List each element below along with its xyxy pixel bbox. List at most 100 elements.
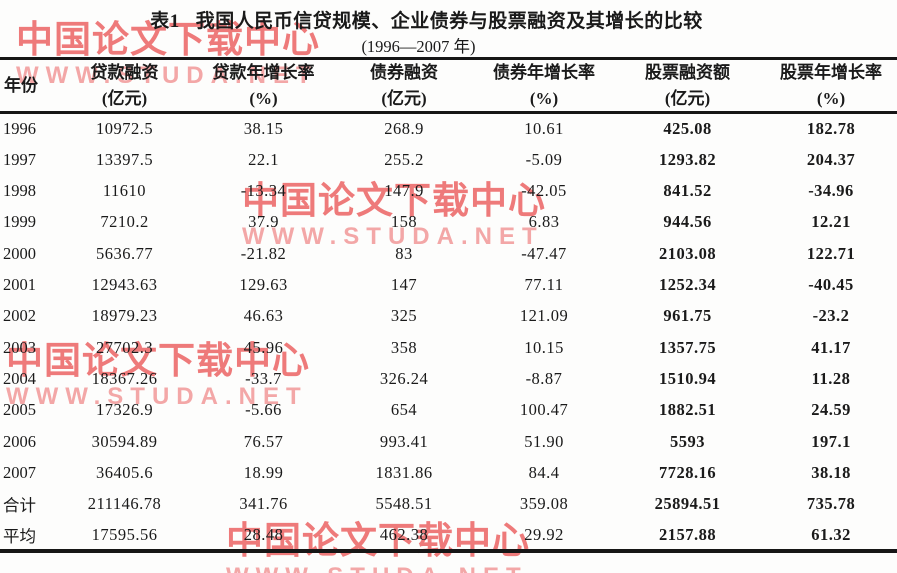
value-cell: 7210.2 bbox=[100, 212, 149, 232]
value-cell: 341.76 bbox=[239, 494, 288, 514]
value-cell: 5548.51 bbox=[375, 494, 433, 514]
col-header-stock-growth: 股票年增长率 (%) bbox=[765, 57, 897, 114]
value-cell: 37.9 bbox=[248, 212, 279, 232]
value-cell: 38.15 bbox=[243, 118, 284, 138]
year-cell: 2005 bbox=[3, 400, 36, 420]
value-cell: 38.18 bbox=[811, 462, 851, 482]
table-row: 2000 5636.77 -21.82 83 -47.47 2103.08 122.71 bbox=[0, 238, 897, 269]
value-cell: 425.08 bbox=[663, 118, 712, 138]
value-cell: -5.09 bbox=[525, 149, 563, 169]
value-cell: 359.08 bbox=[519, 494, 569, 514]
table-subtitle: (1996—2007 年) bbox=[361, 37, 476, 56]
value-cell: 25894.51 bbox=[654, 494, 721, 514]
value-cell: 1357.75 bbox=[658, 337, 717, 357]
watermark-middle-left: 中国论文下载中心 WWW.STUDA.NET bbox=[6, 342, 310, 409]
value-cell: 24.59 bbox=[811, 400, 851, 420]
value-cell: 358 bbox=[390, 337, 418, 357]
value-cell: 29.92 bbox=[478, 519, 610, 554]
value-cell: 204.37 bbox=[806, 149, 856, 169]
value-cell: 993.41 bbox=[379, 431, 429, 451]
value-cell: 7728.16 bbox=[658, 462, 717, 482]
value-cell: 84.4 bbox=[528, 462, 560, 482]
year-cell: 2001 bbox=[3, 274, 36, 294]
value-cell: 45.96 bbox=[243, 337, 284, 357]
value-cell: 122.71 bbox=[806, 243, 856, 263]
year-cell: 2003 bbox=[3, 337, 36, 357]
value-cell: -40.45 bbox=[808, 274, 854, 294]
header-row: 年份 贷款融资 (亿元) 贷款年增长率 (%) 债券融资 (亿元) 债券年增长率… bbox=[0, 57, 897, 114]
value-cell: -42.05 bbox=[521, 180, 567, 200]
value-cell: 654 bbox=[390, 400, 418, 420]
value-cell: 211146.78 bbox=[87, 494, 162, 514]
year-cell: 1997 bbox=[3, 149, 36, 169]
col-header-bond-growth: 债券年增长率 (%) bbox=[478, 57, 610, 114]
year-cell: 1999 bbox=[3, 212, 36, 232]
value-cell: 61.32 bbox=[765, 519, 897, 554]
watermark-url-text: WWW.STUDA.NET bbox=[226, 565, 530, 573]
table-title: 我国人民币信贷规模、企业债券与股票融资及其增长的比较 bbox=[195, 11, 703, 32]
table-row: 2001 12943.63 129.63 147 77.11 1252.34 -40.45 bbox=[0, 269, 897, 300]
value-cell: 255.2 bbox=[384, 149, 424, 169]
value-cell: -23.2 bbox=[812, 306, 850, 326]
table-row: 1997 13397.5 22.1 255.2 -5.09 1293.82 204.37 bbox=[0, 144, 897, 175]
col-header-loan-financing: 贷款融资 (亿元) bbox=[52, 57, 197, 114]
value-cell: 1882.51 bbox=[658, 400, 717, 420]
year-cell: 2006 bbox=[3, 431, 36, 451]
value-cell: 735.78 bbox=[806, 494, 856, 514]
value-cell: 100.47 bbox=[519, 400, 569, 420]
table-row: 平均 17595.56 28.48 462.38 29.92 2157.88 61.32 bbox=[0, 519, 897, 554]
value-cell: -5.66 bbox=[245, 400, 282, 420]
year-cell: 2000 bbox=[3, 243, 36, 263]
value-cell: 18.99 bbox=[243, 462, 284, 482]
watermark-cn-text: 中国论文下载中心 bbox=[16, 19, 320, 60]
value-cell: 268.9 bbox=[384, 118, 424, 138]
value-cell: 462.38 bbox=[330, 519, 478, 554]
value-cell: 197.1 bbox=[811, 431, 851, 451]
value-cell: 17326.9 bbox=[95, 400, 154, 420]
table-row: 合计 211146.78 341.76 5548.51 359.08 25894.51 73… bbox=[0, 489, 897, 520]
value-cell: 1252.34 bbox=[658, 274, 717, 294]
table-caption: 表1 我国人民币信贷规模、企业债券与股票融资及其增长的比较 bbox=[0, 6, 853, 33]
value-cell: 83 bbox=[395, 243, 413, 263]
value-cell: 13397.5 bbox=[95, 149, 154, 169]
value-cell: 18367.26 bbox=[91, 368, 158, 388]
value-cell: 147.9 bbox=[384, 180, 424, 200]
table-body: 1996 10972.5 38.15 268.9 10.61 425.08 182.78 19… bbox=[0, 113, 897, 554]
value-cell: 36405.6 bbox=[95, 462, 154, 482]
table-row: 1996 10972.5 38.15 268.9 10.61 425.08 182.78 bbox=[0, 113, 897, 144]
col-header-stock-financing: 股票融资额 (亿元) bbox=[610, 57, 765, 114]
value-cell: 51.90 bbox=[524, 431, 564, 451]
col-header-year: 年份 bbox=[0, 57, 52, 114]
value-cell: 30594.89 bbox=[91, 431, 158, 451]
value-cell: 944.56 bbox=[663, 212, 712, 232]
value-cell: 841.52 bbox=[663, 180, 712, 200]
value-cell: -33.7 bbox=[245, 368, 282, 388]
value-cell: 27702.3 bbox=[95, 337, 154, 357]
table-row: 1999 7210.2 37.9 158 6.83 944.56 12.21 bbox=[0, 207, 897, 238]
watermark-cn-text: 中国论文下载中心 bbox=[6, 340, 310, 381]
value-cell: 22.1 bbox=[248, 149, 279, 169]
value-cell: 2103.08 bbox=[658, 243, 717, 263]
value-cell: -13.34 bbox=[240, 180, 287, 200]
value-cell: 17595.56 bbox=[52, 519, 197, 554]
year-cell: 2007 bbox=[3, 462, 36, 482]
year-cell: 1996 bbox=[3, 118, 36, 138]
value-cell: 11610 bbox=[102, 180, 147, 200]
value-cell: 10.15 bbox=[524, 337, 564, 357]
table-row: 2004 18367.26 -33.7 326.24 -8.87 1510.94 11.28 bbox=[0, 363, 897, 394]
value-cell: 961.75 bbox=[663, 306, 712, 326]
value-cell: -47.47 bbox=[521, 243, 567, 263]
year-cell: 2004 bbox=[3, 368, 36, 388]
watermark-url-text: WWW.STUDA.NET bbox=[242, 223, 544, 250]
watermark-middle-right: 中国论文下载中心 WWW.STUDA.NET bbox=[242, 182, 546, 249]
value-cell: 10.61 bbox=[524, 118, 564, 138]
value-cell: 147 bbox=[390, 274, 418, 294]
value-cell: 12943.63 bbox=[91, 274, 158, 294]
value-cell: 77.11 bbox=[524, 274, 564, 294]
year-cell: 1998 bbox=[3, 180, 36, 200]
col-header-bond-financing: 债券融资 (亿元) bbox=[330, 57, 478, 114]
value-cell: -34.96 bbox=[808, 180, 854, 200]
value-cell: 12.21 bbox=[811, 212, 851, 232]
watermark-cn-text: 中国论文下载中心 bbox=[242, 180, 546, 221]
value-cell: 5636.77 bbox=[95, 243, 154, 263]
